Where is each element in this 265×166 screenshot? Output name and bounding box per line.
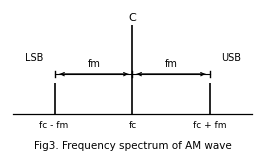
Text: fc - fm: fc - fm — [39, 121, 68, 130]
Text: LSB: LSB — [25, 53, 43, 63]
Text: Fig3. Frequency spectrum of AM wave: Fig3. Frequency spectrum of AM wave — [34, 141, 231, 151]
Text: fc + fm: fc + fm — [193, 121, 226, 130]
Text: fm: fm — [165, 59, 178, 69]
Text: fm: fm — [87, 59, 100, 69]
Text: fc: fc — [128, 121, 137, 130]
Text: C: C — [129, 13, 136, 23]
Text: USB: USB — [221, 53, 241, 63]
